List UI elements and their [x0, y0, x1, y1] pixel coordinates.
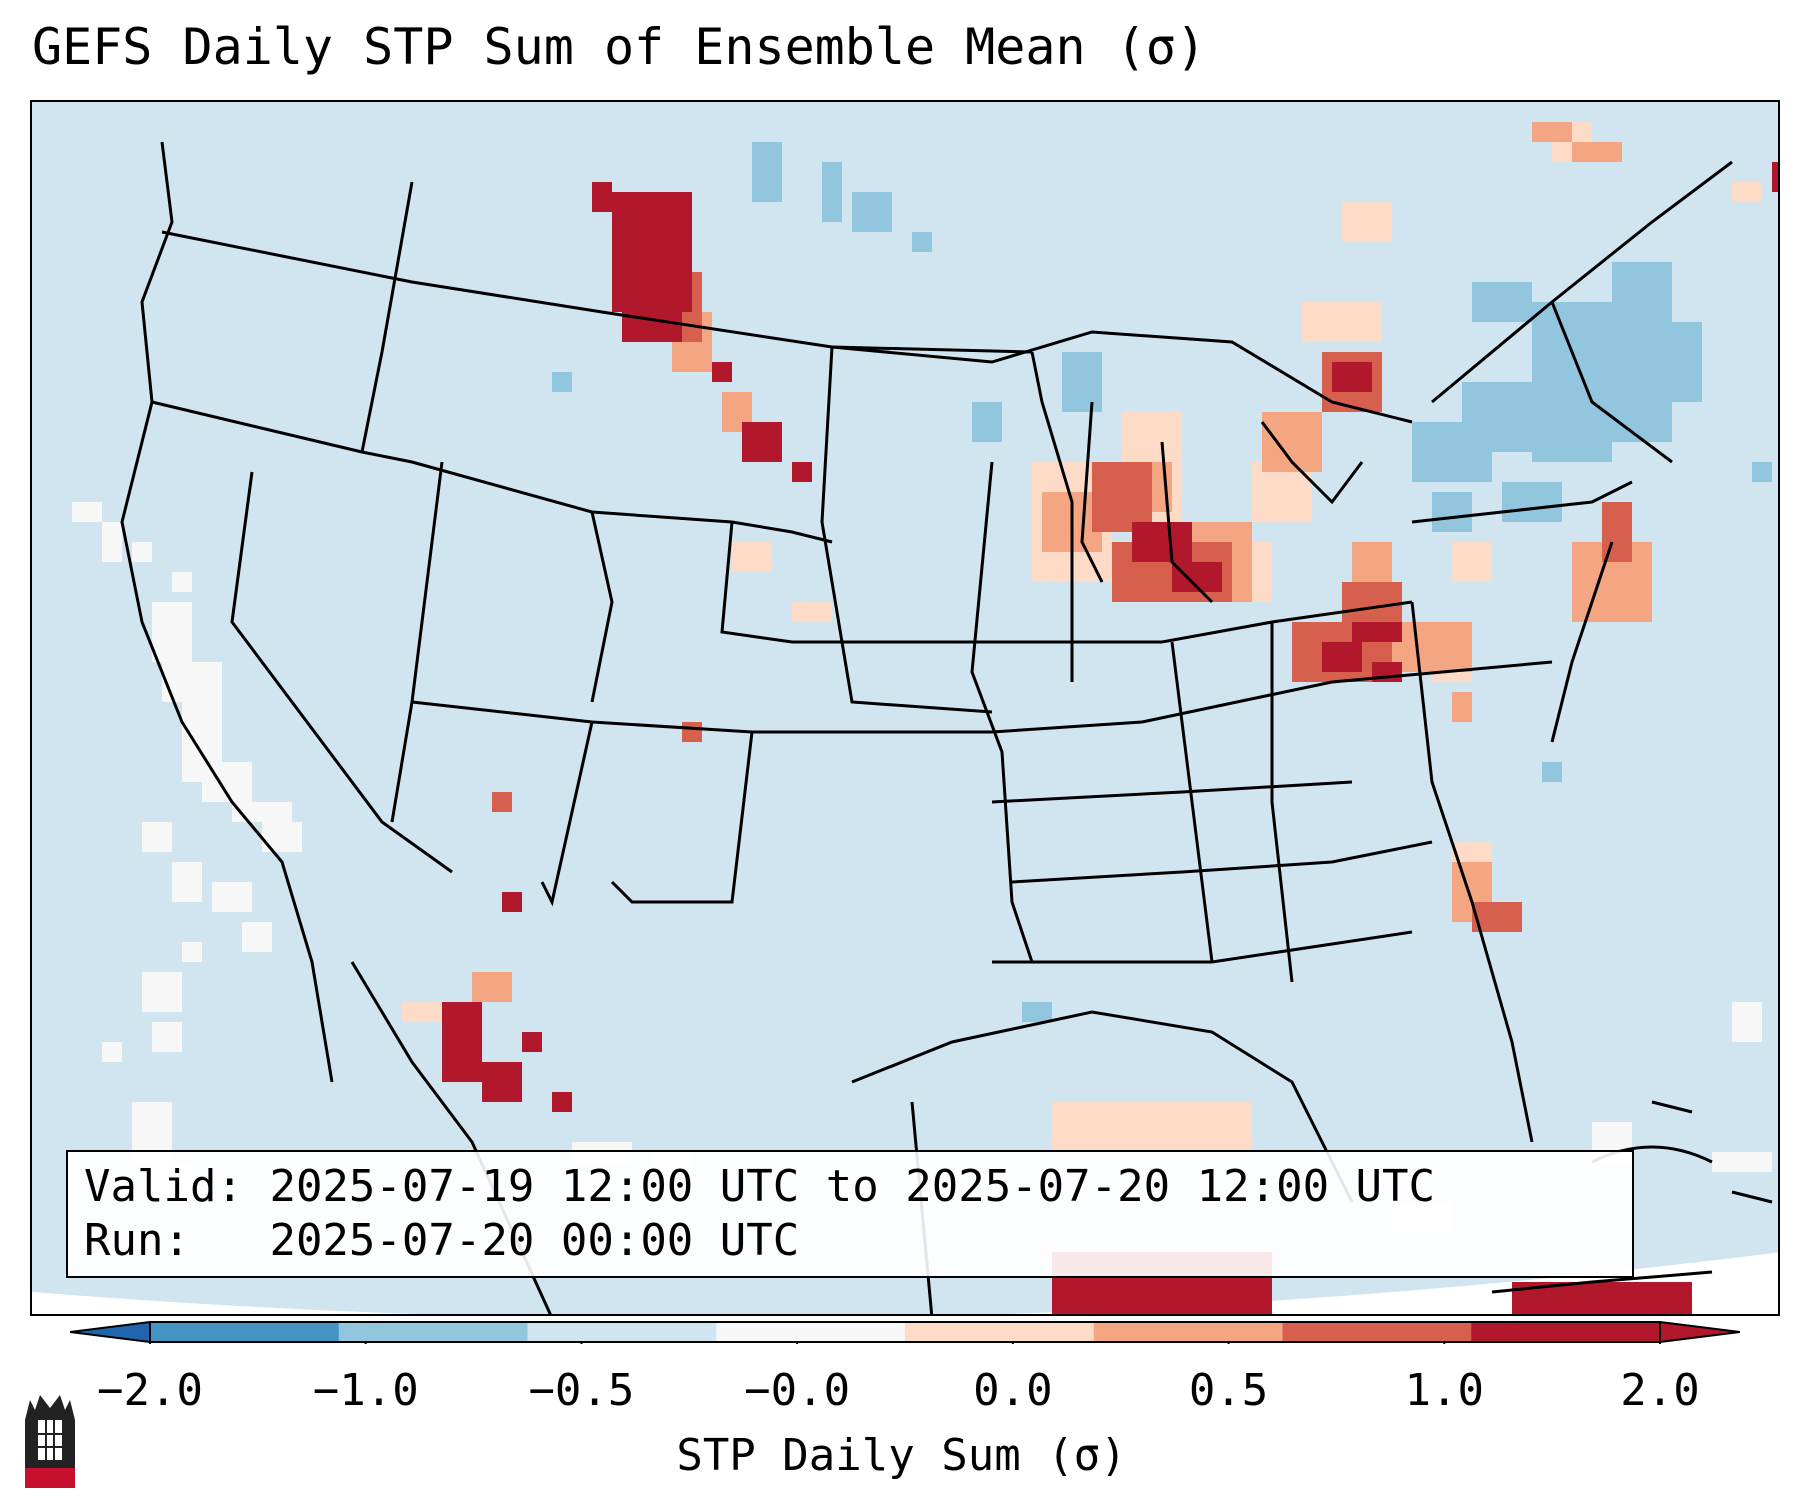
colorbar-segment: [1093, 1322, 1283, 1342]
colorbar: [70, 1320, 1740, 1344]
colorbar-tick-label: 0.5: [1188, 1365, 1269, 1416]
map-canvas: [32, 122, 1778, 1314]
valid-run-info-box: Valid: 2025-07-19 12:00 UTC to 2025-07-2…: [66, 1150, 1634, 1278]
valid-label: Valid:: [84, 1161, 243, 1212]
map-title: GEFS Daily STP Sum of Ensemble Mean (σ): [32, 18, 1206, 76]
positive-extreme-cells: [442, 162, 1778, 1314]
pacific-neutral-cells: [72, 502, 1772, 1232]
negative-cells: [552, 142, 1772, 1022]
colorbar-tick-label: 0.0: [973, 1365, 1053, 1416]
run-value: 2025-07-20 00:00 UTC: [269, 1215, 800, 1266]
outside-domain-region: [32, 1252, 1778, 1314]
niu-logo-icon: [25, 1395, 75, 1488]
colorbar-extend-low: [70, 1320, 151, 1344]
colorbar-tick-label: −0.5: [528, 1365, 635, 1416]
colorbar-segment: [716, 1322, 906, 1342]
colorbar-segment: [1471, 1322, 1661, 1342]
colorbar-title: STP Daily Sum (σ): [676, 1430, 1127, 1481]
map-panel[interactable]: [30, 100, 1780, 1316]
colorbar-extend-high: [1659, 1320, 1740, 1344]
colorbar-tick-label: −2.0: [97, 1365, 203, 1416]
colorbar-segment: [150, 1322, 340, 1342]
colorbar-segment: [527, 1322, 717, 1342]
valid-value: 2025-07-19 12:00 UTC to 2025-07-20 12:00…: [269, 1161, 1436, 1212]
colorbar-tick-label: 2.0: [1620, 1365, 1700, 1416]
run-label: Run:: [84, 1215, 190, 1266]
colorbar-outline: [149, 1321, 1661, 1343]
colorbar-segment: [905, 1322, 1095, 1342]
colorbar-segment: [1282, 1322, 1472, 1342]
colorbar-segment: [338, 1322, 528, 1342]
colorbar-tick-label: 1.0: [1404, 1365, 1485, 1416]
colorbar-tick-label: −0.0: [744, 1365, 851, 1416]
colorbar-tick-label: −1.0: [312, 1365, 419, 1416]
